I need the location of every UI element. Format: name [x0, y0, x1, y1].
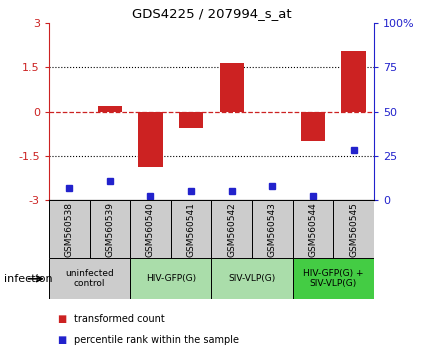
Text: transformed count: transformed count [74, 314, 165, 324]
Bar [211, 258, 293, 299]
Text: GSM560543: GSM560543 [268, 202, 277, 257]
Bar [49, 200, 90, 258]
Bar [49, 258, 130, 299]
Text: percentile rank within the sample: percentile rank within the sample [74, 335, 239, 345]
Bar [179, 112, 203, 128]
Bar [98, 106, 122, 112]
Text: GSM560539: GSM560539 [105, 202, 114, 257]
Text: GSM560541: GSM560541 [187, 202, 196, 257]
Text: ■: ■ [57, 314, 67, 324]
Bar [138, 112, 163, 167]
Text: GSM560544: GSM560544 [309, 202, 317, 257]
Bar [333, 200, 374, 258]
Title: GDS4225 / 207994_s_at: GDS4225 / 207994_s_at [132, 7, 291, 21]
Bar [293, 200, 333, 258]
Bar [90, 200, 130, 258]
Text: GSM560542: GSM560542 [227, 202, 236, 257]
Text: infection: infection [4, 274, 53, 284]
Text: HIV-GFP(G): HIV-GFP(G) [146, 274, 196, 283]
Text: uninfected
control: uninfected control [65, 269, 114, 289]
Bar [293, 258, 374, 299]
Bar [130, 258, 211, 299]
Text: HIV-GFP(G) +
SIV-VLP(G): HIV-GFP(G) + SIV-VLP(G) [303, 269, 364, 289]
Text: SIV-VLP(G): SIV-VLP(G) [229, 274, 276, 283]
Bar [252, 200, 293, 258]
Bar [301, 112, 325, 141]
Bar [211, 200, 252, 258]
Text: GSM560545: GSM560545 [349, 202, 358, 257]
Text: GSM560538: GSM560538 [65, 202, 74, 257]
Bar [171, 200, 211, 258]
Bar [341, 51, 366, 112]
Bar [130, 200, 171, 258]
Bar [220, 63, 244, 112]
Text: GSM560540: GSM560540 [146, 202, 155, 257]
Text: ■: ■ [57, 335, 67, 345]
